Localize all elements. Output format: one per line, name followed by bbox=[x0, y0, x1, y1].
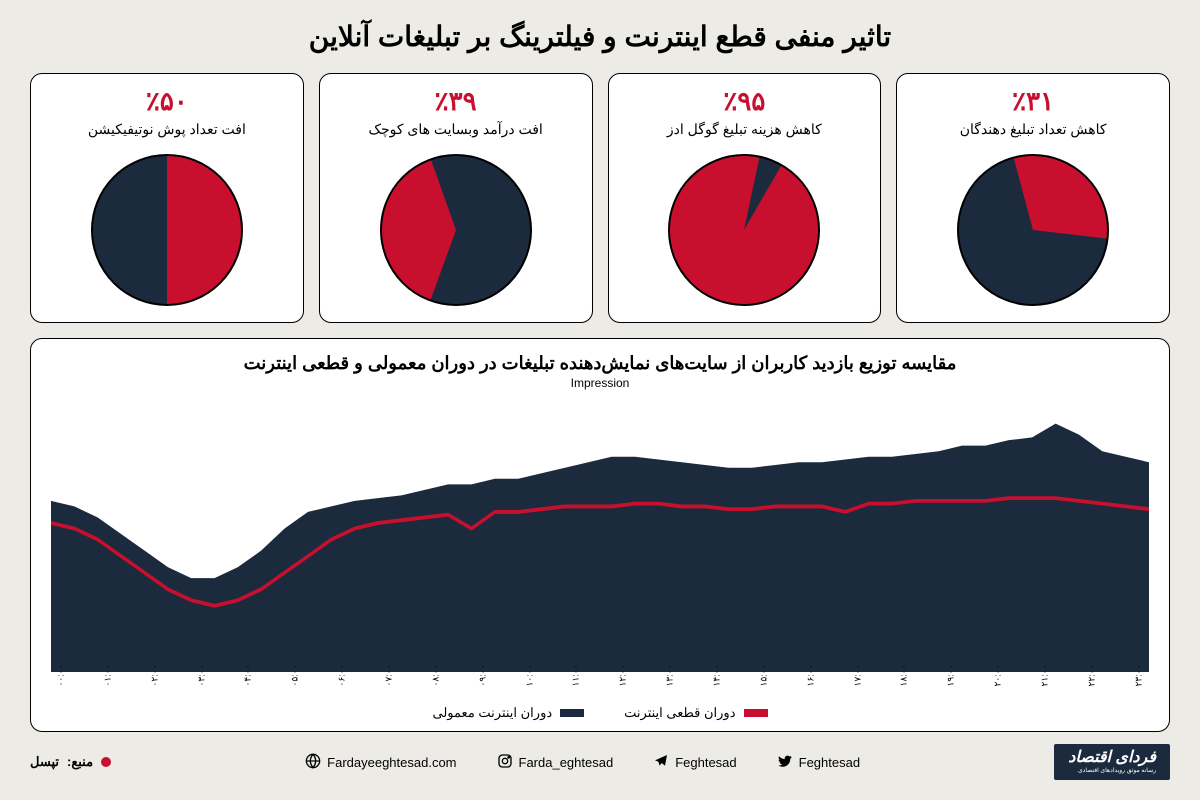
legend-swatch bbox=[744, 709, 768, 717]
legend-item: دوران قطعی اینترنت bbox=[624, 705, 767, 721]
pie-card: ٪۵۰ افت تعداد پوش نوتیفیکیشن bbox=[30, 73, 304, 323]
x-tick: ۰۶:۰۰ bbox=[337, 677, 348, 687]
pie-chart bbox=[87, 150, 247, 310]
x-axis-ticks: ۰۰:۰۰ ۰۱:۰۰ ۰۲:۰۰ ۰۳:۰۰ ۰۴:۰۰ ۰۵:۰۰ ۰۶:۰۰ ۰۷:۰۰… bbox=[51, 676, 1149, 687]
pie-percent: ٪۳۱ bbox=[1012, 86, 1054, 117]
pie-percent: ٪۳۹ bbox=[435, 86, 477, 117]
instagram-icon bbox=[497, 753, 513, 772]
x-tick: ۲۰:۰۰ bbox=[993, 677, 1004, 687]
footer-row: منبع: تپسل Fardayeeghtesad.com Farda_eght… bbox=[30, 744, 1170, 780]
social-links: Fardayeeghtesad.com Farda_eghtesad Feghtes… bbox=[305, 753, 860, 772]
infographic-root: تاثیر منفی قطع اینترنت و فیلترینگ بر تبل… bbox=[0, 0, 1200, 800]
x-tick: ۱۴:۰۰ bbox=[712, 677, 723, 687]
twitter-icon bbox=[777, 753, 793, 772]
pie-percent: ٪۵۰ bbox=[146, 86, 188, 117]
pie-chart bbox=[376, 150, 536, 310]
pie-cards-row: ٪۵۰ افت تعداد پوش نوتیفیکیشن ٪۳۹ افت درآمد … bbox=[30, 73, 1170, 323]
pie-caption: کاهش هزینه تبلیغ گوگل ادز bbox=[667, 121, 822, 138]
x-tick: ۲۲:۰۰ bbox=[1086, 677, 1097, 687]
x-tick: ۱۱:۰۰ bbox=[571, 677, 582, 687]
social-item[interactable]: Feghtesad bbox=[777, 753, 860, 772]
logo-sub: رسانه موثق رویدادهای اقتصادی bbox=[1068, 768, 1156, 774]
logo-main: فردای اقتصاد bbox=[1068, 749, 1156, 766]
brand-logo: فردای اقتصاد رسانه موثق رویدادهای اقتصاد… bbox=[1054, 744, 1170, 780]
pie-chart bbox=[664, 150, 824, 310]
pie-caption: کاهش تعداد تبلیغ دهندگان bbox=[960, 121, 1107, 138]
x-tick: ۱۵:۰۰ bbox=[758, 677, 769, 687]
x-tick: ۰۴:۰۰ bbox=[243, 677, 254, 687]
chart-ylabel: Impression bbox=[51, 376, 1149, 390]
social-item[interactable]: Farda_eghtesad bbox=[497, 753, 614, 772]
x-tick: ۱۲:۰۰ bbox=[618, 677, 629, 687]
x-tick: ۰۸:۰۰ bbox=[430, 677, 441, 687]
source-dot-icon bbox=[101, 757, 111, 767]
x-tick: ۱۳:۰۰ bbox=[665, 677, 676, 687]
x-tick: ۱۰:۰۰ bbox=[524, 677, 535, 687]
source-label: منبع: تپسل bbox=[30, 754, 111, 770]
x-tick: ۱۹:۰۰ bbox=[946, 677, 957, 687]
x-tick: ۰۳:۰۰ bbox=[196, 677, 207, 687]
x-tick: ۰۱:۰۰ bbox=[102, 677, 113, 687]
pie-caption: افت تعداد پوش نوتیفیکیشن bbox=[88, 121, 246, 138]
pie-card: ٪۳۱ کاهش تعداد تبلیغ دهندگان bbox=[896, 73, 1170, 323]
social-item[interactable]: Feghtesad bbox=[653, 753, 736, 772]
source-name: تپسل bbox=[30, 754, 59, 770]
x-tick: ۰۰:۰۰ bbox=[56, 677, 67, 687]
legend-label: دوران قطعی اینترنت bbox=[624, 705, 735, 721]
social-label: Farda_eghtesad bbox=[519, 755, 614, 770]
page-title: تاثیر منفی قطع اینترنت و فیلترینگ بر تبل… bbox=[30, 20, 1170, 53]
x-tick: ۰۲:۰۰ bbox=[149, 677, 160, 687]
area-chart-svg bbox=[51, 396, 1149, 672]
x-tick: ۰۵:۰۰ bbox=[290, 677, 301, 687]
telegram-icon bbox=[653, 753, 669, 772]
x-tick: ۱۸:۰۰ bbox=[899, 677, 910, 687]
x-tick: ۱۷:۰۰ bbox=[852, 677, 863, 687]
social-label: Feghtesad bbox=[799, 755, 860, 770]
pie-chart bbox=[953, 150, 1113, 310]
x-tick: ۰۹:۰۰ bbox=[477, 677, 488, 687]
x-tick: ۲۳:۰۰ bbox=[1133, 677, 1144, 687]
legend-label: دوران اینترنت معمولی bbox=[433, 705, 553, 721]
pie-card: ٪۹۵ کاهش هزینه تبلیغ گوگل ادز bbox=[608, 73, 882, 323]
pie-card: ٪۳۹ افت درآمد وبسایت های کوچک bbox=[319, 73, 593, 323]
legend-swatch bbox=[560, 709, 584, 717]
pie-caption: افت درآمد وبسایت های کوچک bbox=[368, 121, 542, 138]
globe-icon bbox=[305, 753, 321, 772]
social-label: Fardayeeghtesad.com bbox=[327, 755, 456, 770]
x-tick: ۰۷:۰۰ bbox=[384, 677, 395, 687]
x-tick: ۱۶:۰۰ bbox=[805, 677, 816, 687]
pie-percent: ٪۹۵ bbox=[723, 86, 765, 117]
source-prefix: منبع: bbox=[67, 754, 93, 770]
x-tick: ۲۱:۰۰ bbox=[1040, 677, 1051, 687]
area-chart-card: مقایسه توزیع بازدید کاربران از سایت‌های … bbox=[30, 338, 1170, 732]
chart-legend: دوران قطعی اینترنت دوران اینترنت معمولی bbox=[51, 705, 1149, 721]
social-item[interactable]: Fardayeeghtesad.com bbox=[305, 753, 456, 772]
chart-title: مقایسه توزیع بازدید کاربران از سایت‌های … bbox=[51, 353, 1149, 374]
series-normal-area bbox=[51, 424, 1149, 672]
legend-item: دوران اینترنت معمولی bbox=[433, 705, 585, 721]
social-label: Feghtesad bbox=[675, 755, 736, 770]
